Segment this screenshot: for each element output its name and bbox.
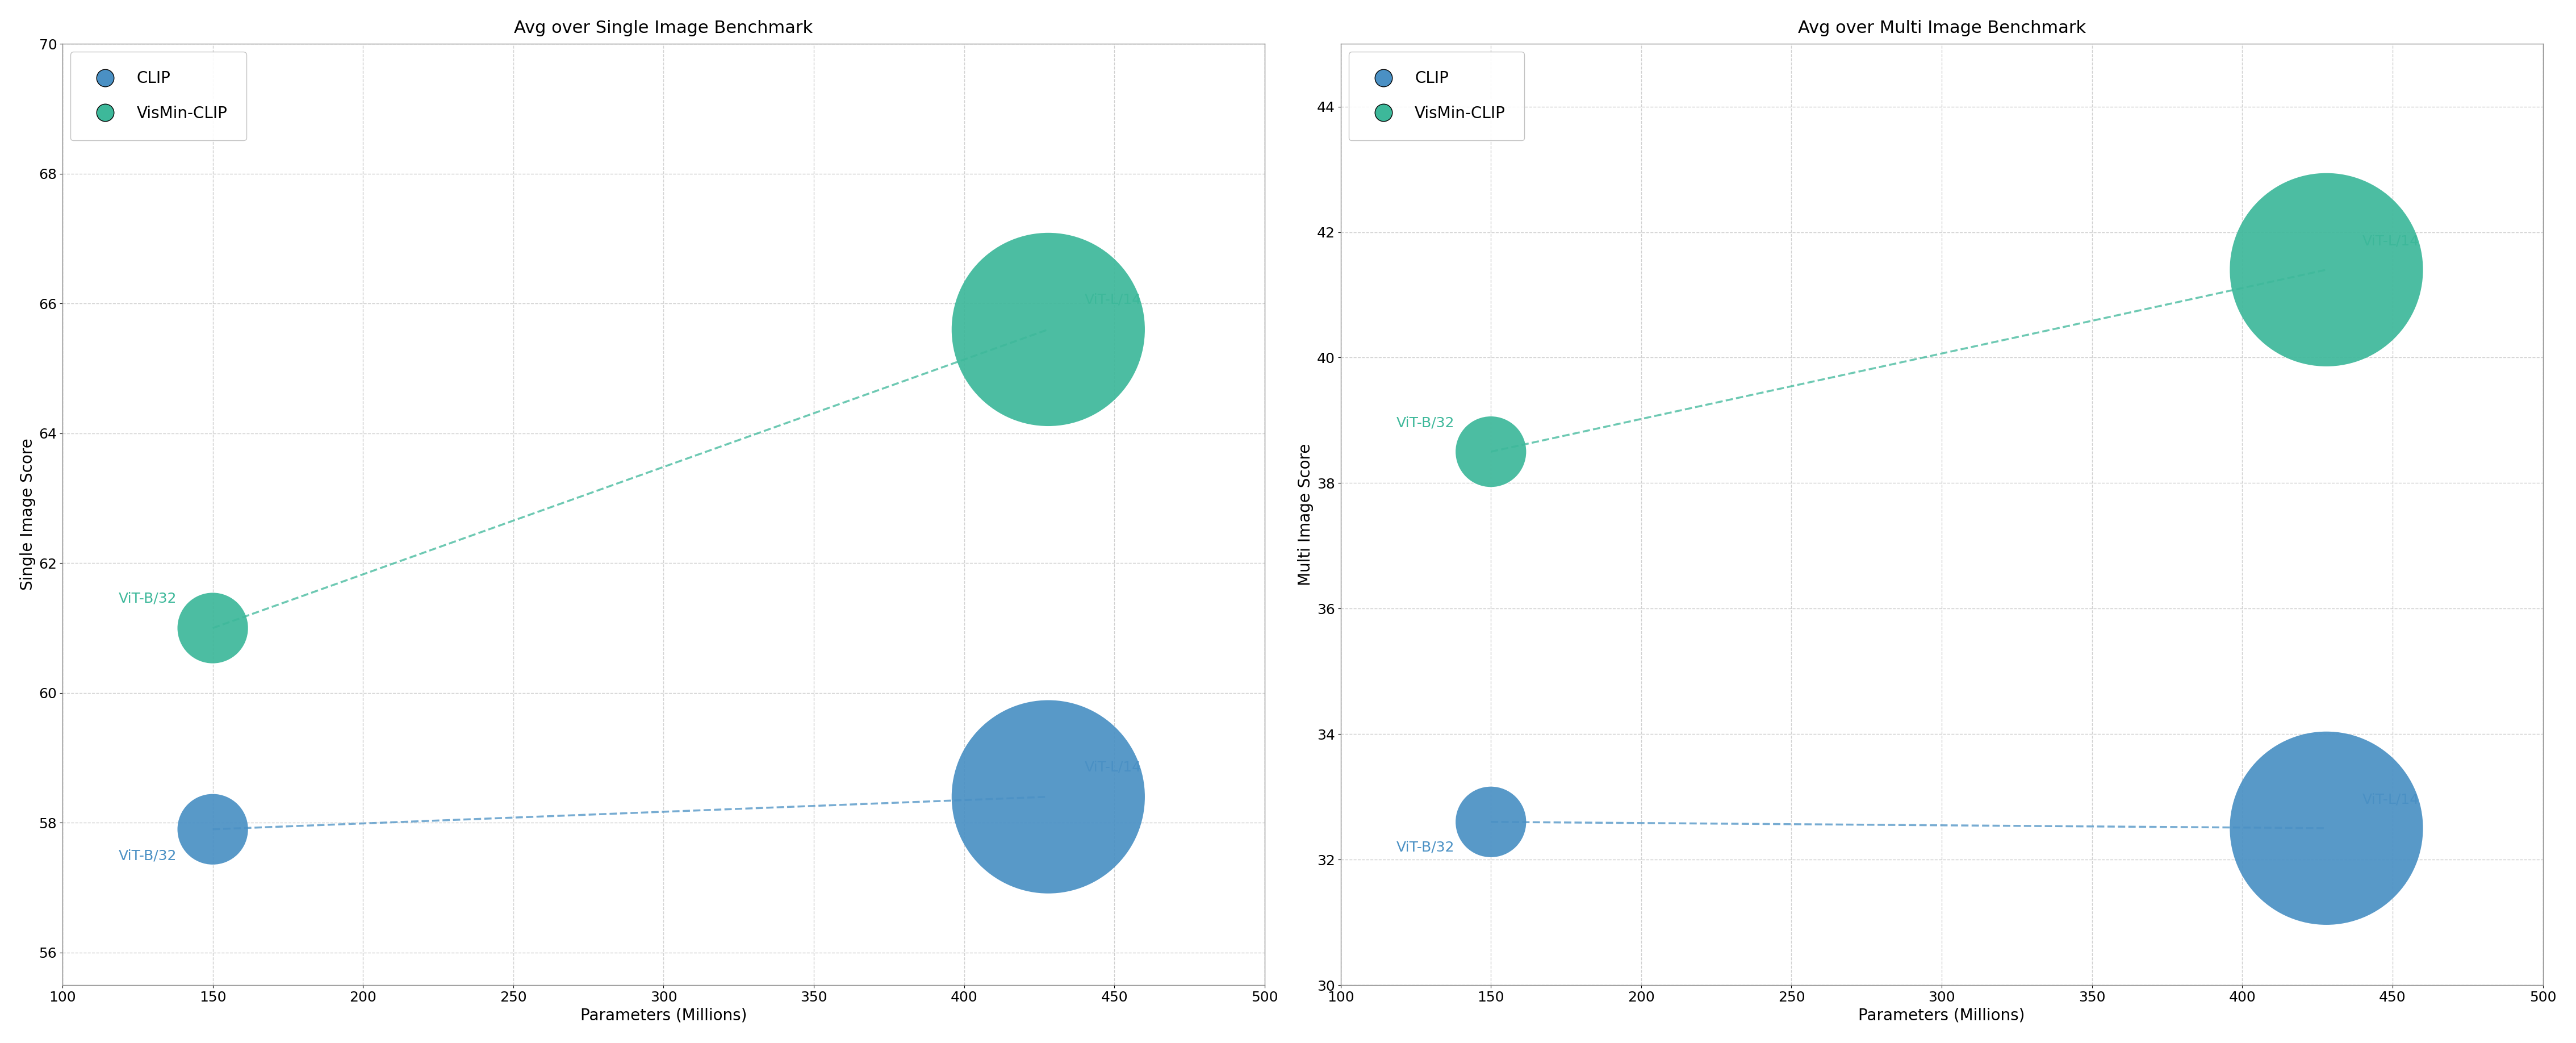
Y-axis label: Single Image Score: Single Image Score (21, 438, 36, 590)
Title: Avg over Multi Image Benchmark: Avg over Multi Image Benchmark (1798, 20, 2087, 37)
X-axis label: Parameters (Millions): Parameters (Millions) (1857, 1008, 2025, 1023)
Point (1471, 443, 1512, 460)
Text: ViT-L/14: ViT-L/14 (1084, 760, 1141, 774)
Text: ViT-B/32: ViT-B/32 (118, 849, 178, 863)
Legend: CLIP, VisMin-CLIP: CLIP, VisMin-CLIP (1347, 52, 1525, 141)
Text: ViT-L/14: ViT-L/14 (2362, 793, 2419, 806)
Text: ViT-B/32: ViT-B/32 (1396, 416, 1455, 430)
Point (1471, 814, 1512, 830)
Point (193, 620, 234, 636)
Point (1028, 789, 1069, 805)
Point (193, 821, 234, 838)
Y-axis label: Multi Image Score: Multi Image Score (1298, 443, 1314, 585)
Point (2306, 262, 2347, 278)
Text: ViT-B/32: ViT-B/32 (1396, 841, 1455, 854)
Legend: CLIP, VisMin-CLIP: CLIP, VisMin-CLIP (70, 52, 247, 141)
Text: ViT-L/14: ViT-L/14 (2362, 234, 2419, 248)
Text: ViT-L/14: ViT-L/14 (1084, 293, 1141, 307)
Title: Avg over Single Image Benchmark: Avg over Single Image Benchmark (515, 20, 814, 37)
Point (1028, 321, 1069, 338)
Point (2306, 820, 2347, 836)
X-axis label: Parameters (Millions): Parameters (Millions) (580, 1008, 747, 1023)
Text: ViT-B/32: ViT-B/32 (118, 591, 178, 605)
